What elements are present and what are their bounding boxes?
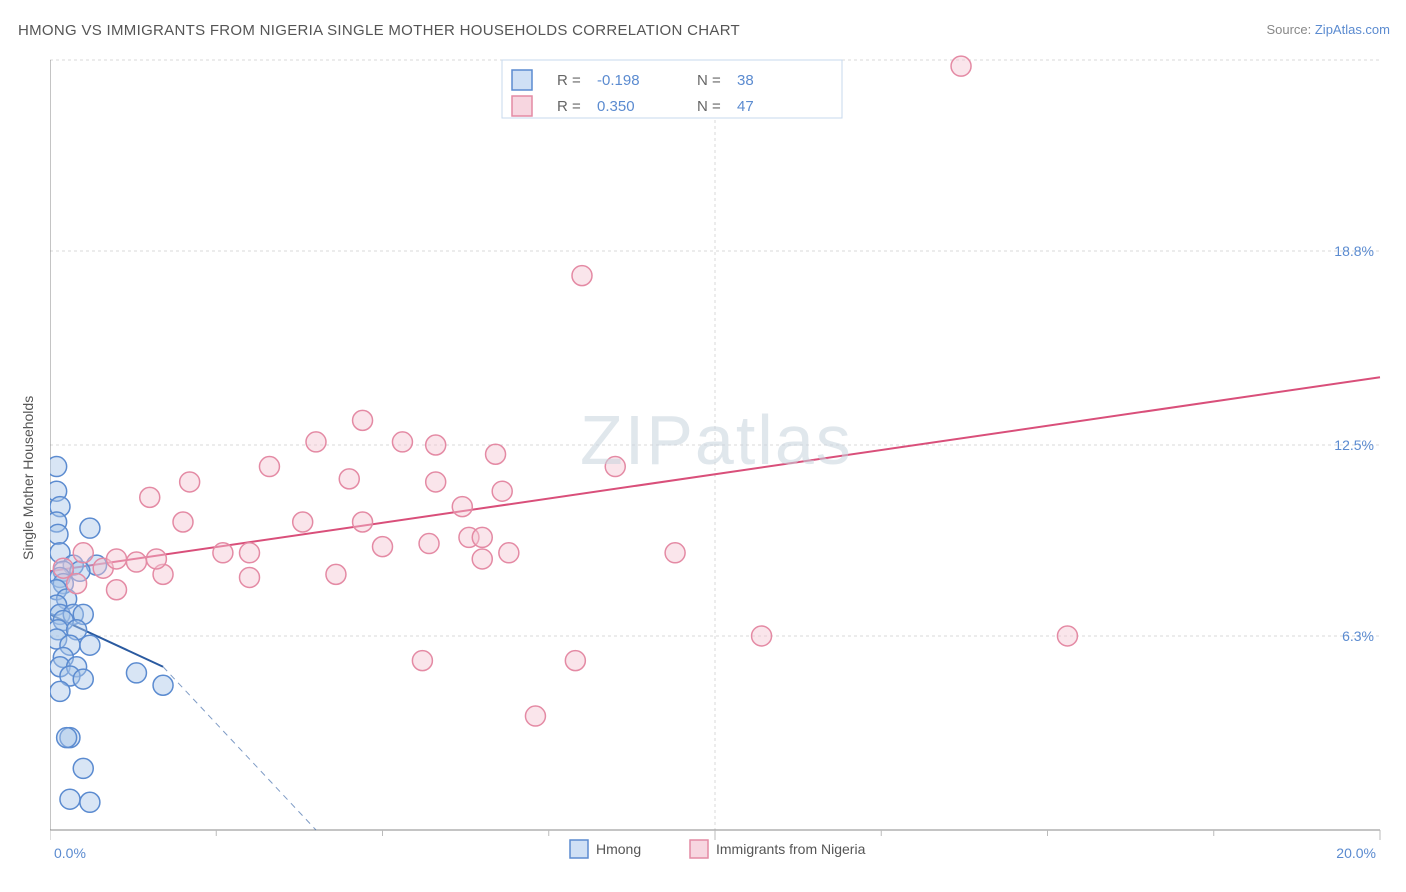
svg-text:Immigrants from Nigeria: Immigrants from Nigeria [716,841,866,857]
svg-text:R =: R = [557,72,581,89]
chart-area: 0.0%20.0%6.3%12.5%18.8%R =-0.198N =38R =… [50,50,1390,850]
svg-text:N =: N = [697,72,721,89]
svg-text:-0.198: -0.198 [597,72,640,89]
svg-text:6.3%: 6.3% [1342,628,1374,644]
source-link[interactable]: ZipAtlas.com [1315,22,1390,37]
svg-text:Hmong: Hmong [596,841,641,857]
source-prefix: Source: [1266,22,1314,37]
scatter-chart: 0.0% 20.0% 6.3% 12.5% 18.8% R = -0.198 N = 38 R =… [50,50,1390,880]
svg-text:38: 38 [737,72,754,89]
chart-title: HMONG VS IMMIGRANTS FROM NIGERIA SINGLE … [18,22,740,39]
svg-text:0.350: 0.350 [597,98,635,115]
svg-text:20.0%: 20.0% [1336,845,1376,861]
svg-text:R =: R = [557,98,581,115]
svg-text:12.5%: 12.5% [1334,437,1374,453]
svg-text:47: 47 [737,98,754,115]
source-attribution: Source: ZipAtlas.com [1266,22,1390,37]
svg-text:18.8%: 18.8% [1334,243,1374,259]
svg-text:N =: N = [697,98,721,115]
y-axis-label: Single Mother Households [20,396,36,560]
svg-text:0.0%: 0.0% [54,845,86,861]
